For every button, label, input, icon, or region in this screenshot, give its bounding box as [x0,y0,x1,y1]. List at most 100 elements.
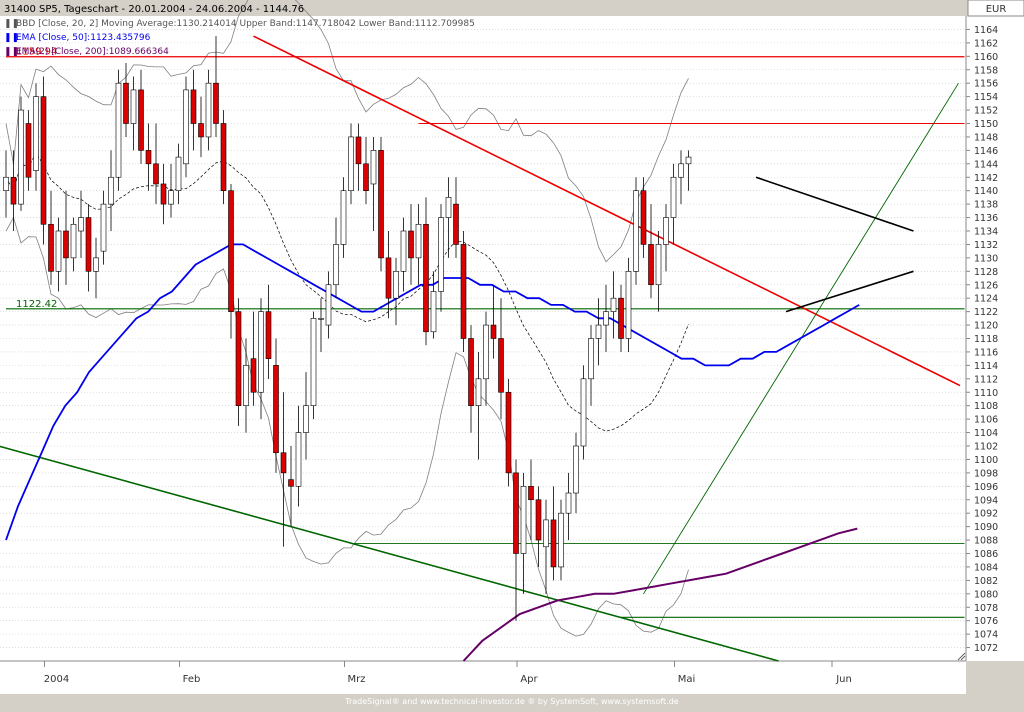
candle [48,190,54,285]
candle [393,257,399,326]
candle [250,311,257,406]
candle [55,217,62,292]
currency-label: EUR [986,4,1007,15]
candle-body [310,318,317,406]
candle-body [18,109,24,205]
candle [685,150,692,191]
candle-body [40,96,47,225]
candle-body [610,297,617,312]
candle-body [453,203,459,245]
candle-body [183,89,189,165]
y-tick-label: 1080 [974,589,998,600]
candle-body [295,432,302,487]
candle-body [10,176,17,205]
y-tick-label: 1156 [974,79,998,90]
candle-body [460,244,467,339]
y-tick-label: 1130 [974,253,998,264]
candle-body [348,136,354,191]
candle [175,143,182,205]
y-tick-label: 1124 [974,294,998,305]
candle [25,110,32,191]
candle [678,150,684,205]
y-tick-label: 1088 [974,536,998,547]
candle-body [108,176,114,205]
ema50-line [5,243,860,541]
candle [100,190,107,265]
candle [145,123,152,191]
candle [535,486,542,567]
currency-box [967,0,1024,17]
candle [408,204,414,285]
candle [265,284,272,379]
candle-body [415,223,422,259]
candle-body [25,123,32,178]
candle-body [243,365,249,406]
y-tick-label: 1150 [974,119,998,130]
candle [378,136,384,272]
candle-body [445,197,452,218]
resize-grip-icon[interactable] [957,652,966,661]
candle [543,499,549,594]
price-axis-panel [966,16,1024,661]
candle-body [220,123,227,191]
y-tick-label: 1094 [974,495,998,506]
bollinger-middle-line [5,152,689,432]
candle-body [168,190,174,205]
candle [438,204,444,312]
candle [400,217,407,292]
candle [18,96,24,211]
candle-body [423,223,429,333]
candle [588,325,594,406]
candle-body [685,156,692,165]
candle [573,432,579,514]
candle [213,36,219,137]
candle [468,325,474,433]
candle-body [78,217,84,232]
y-tick-label: 1136 [974,213,998,224]
candle [363,136,369,205]
candle [505,378,512,487]
y-tick-label: 1110 [974,388,998,399]
candle-body [250,358,257,393]
candle-body [408,230,414,259]
candle [603,284,609,352]
candle-body [363,163,369,191]
legend-bollinger: BBD [Close, 20, 2] Moving Average:1130.2… [16,19,475,29]
candle [138,69,144,164]
candle [258,298,264,420]
candle-body [153,163,159,185]
y-tick-label: 1118 [974,334,998,345]
legend-bollinger-icon: ❚❚ [4,19,19,29]
candle-body [160,183,167,205]
y-tick-label: 1084 [974,562,998,573]
time-axis-panel [0,661,966,694]
candle-body [280,452,287,474]
legend-ema50-icon: ❚❚ [4,33,19,43]
candle [220,110,227,205]
candle [565,472,572,541]
y-tick-label: 1090 [974,522,998,533]
y-tick-label: 1112 [974,374,998,385]
candle [453,177,459,258]
candle [513,459,519,621]
candle [228,183,234,339]
candle [610,271,617,339]
candle-body [48,223,54,272]
candle-body [198,123,204,138]
candle-body [393,271,399,299]
legend: 31400 SP5, Tageschart - 20.01.2004 - 24.… [4,4,475,57]
candle-body [678,163,684,178]
candle-body [333,244,339,286]
candle [325,271,332,339]
y-tick-label: 1108 [974,401,998,412]
candle-body [633,190,639,272]
candles-layer [3,36,692,621]
candle [3,150,9,218]
candle [483,311,489,406]
candle [430,271,437,339]
candle-body [55,230,62,272]
candle [498,298,504,420]
candle [288,446,294,527]
y-tick-label: 1144 [974,159,998,170]
